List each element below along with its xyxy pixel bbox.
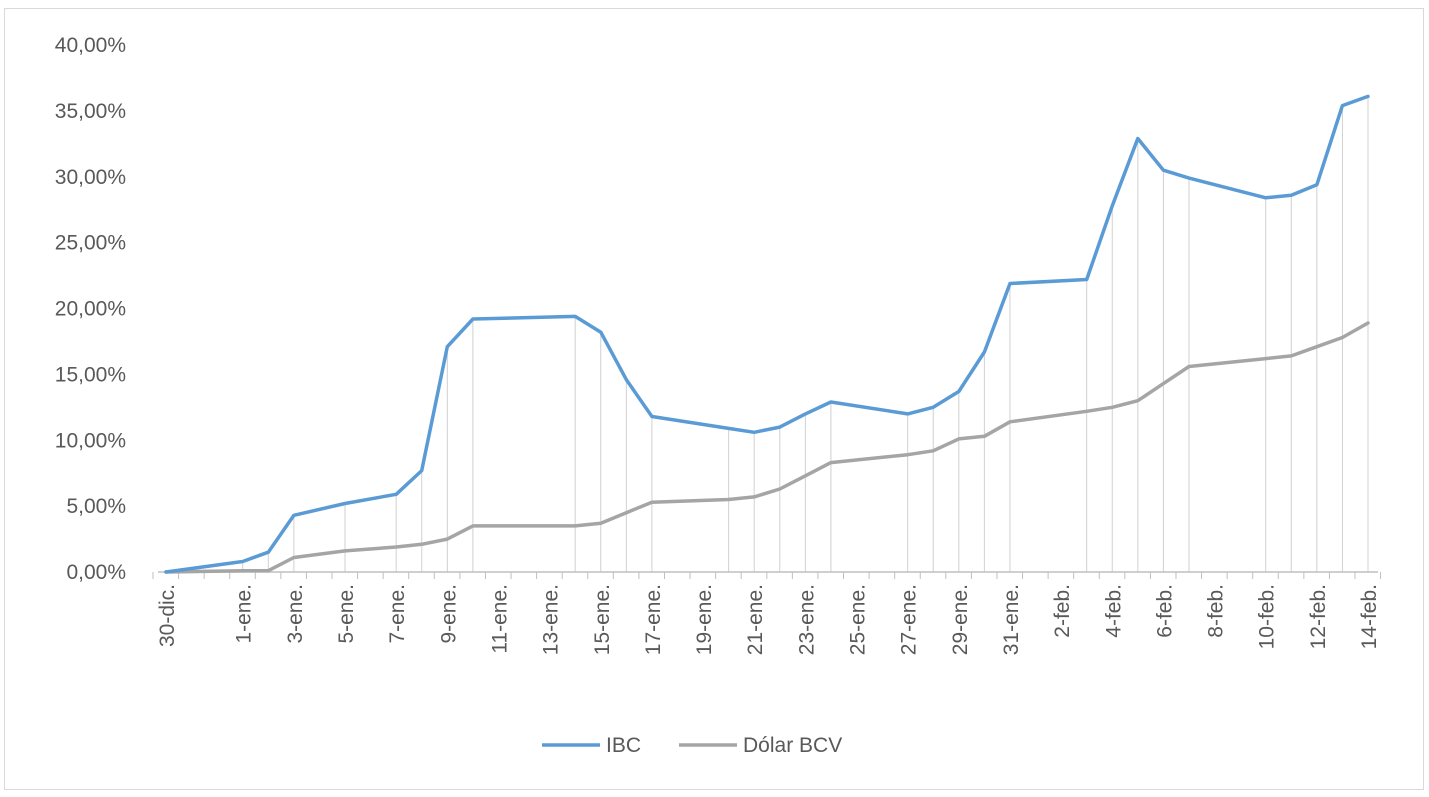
x-tick-label: 19-ene. — [693, 584, 716, 655]
x-tick-label: 9-ene. — [437, 584, 460, 644]
x-tick-label: 4-feb. — [1102, 584, 1125, 638]
y-tick-label: 25,00% — [55, 232, 126, 255]
y-tick-label: 10,00% — [55, 429, 126, 452]
x-tick-label: 17-ene. — [642, 584, 665, 655]
y-tick-label: 5,00% — [66, 495, 126, 518]
x-tick-label: 2-feb. — [1051, 584, 1074, 638]
x-tick-label: 12-feb. — [1307, 584, 1330, 649]
x-tick-label: 29-ene. — [949, 584, 972, 655]
x-tick-label: 7-ene. — [386, 584, 409, 644]
x-tick-label: 31-ene. — [1000, 584, 1023, 655]
y-axis: 0,00% 5,00% 10,00% 15,00% 20,00% 25,00% 30,00%… — [55, 34, 126, 584]
x-tick-label: 23-ene. — [795, 584, 818, 655]
y-tick-label: 0,00% — [66, 561, 126, 584]
x-tick-label: 8-feb. — [1205, 584, 1228, 638]
series-layer — [164, 94, 1370, 574]
x-tick-label: 15-ene. — [591, 584, 614, 655]
x-tick-label: 5-ene. — [335, 584, 358, 644]
x-tick-label: 21-ene. — [744, 584, 767, 655]
x-tick-label: 30-dic. — [156, 584, 179, 647]
series-line-d-lar-bcv — [164, 321, 1370, 574]
series-line-ibc — [164, 94, 1370, 574]
legend: IBC Dólar BCV — [542, 734, 842, 757]
x-tick-label: 1-ene. — [233, 584, 256, 644]
chart-frame — [4, 8, 1424, 790]
y-tick-label: 35,00% — [55, 100, 126, 123]
x-tick-label: 3-ene. — [284, 584, 307, 644]
x-tick-label: 13-ene. — [540, 584, 563, 655]
y-tick-label: 40,00% — [55, 34, 126, 57]
x-tick-label: 6-feb. — [1153, 584, 1176, 638]
x-tick-label: 10-feb. — [1256, 584, 1279, 649]
legend-label-ibc: IBC — [606, 734, 641, 757]
y-tick-label: 20,00% — [55, 298, 126, 321]
y-tick-label: 30,00% — [55, 166, 126, 189]
y-tick-label: 15,00% — [55, 363, 126, 386]
x-tick-label: 14-feb. — [1358, 584, 1381, 649]
legend-label-d-lar-bcv: Dólar BCV — [743, 734, 842, 757]
drop-lines — [242, 96, 1369, 572]
x-axis: 30-dic. 1-ene. 3-ene. 5-ene. 7-ene. 9-ene. 11-… — [152, 571, 1382, 655]
x-tick-label: 27-ene. — [898, 584, 921, 655]
x-tick-label: 11-ene. — [488, 584, 511, 654]
x-tick-label: 25-ene. — [847, 584, 870, 655]
